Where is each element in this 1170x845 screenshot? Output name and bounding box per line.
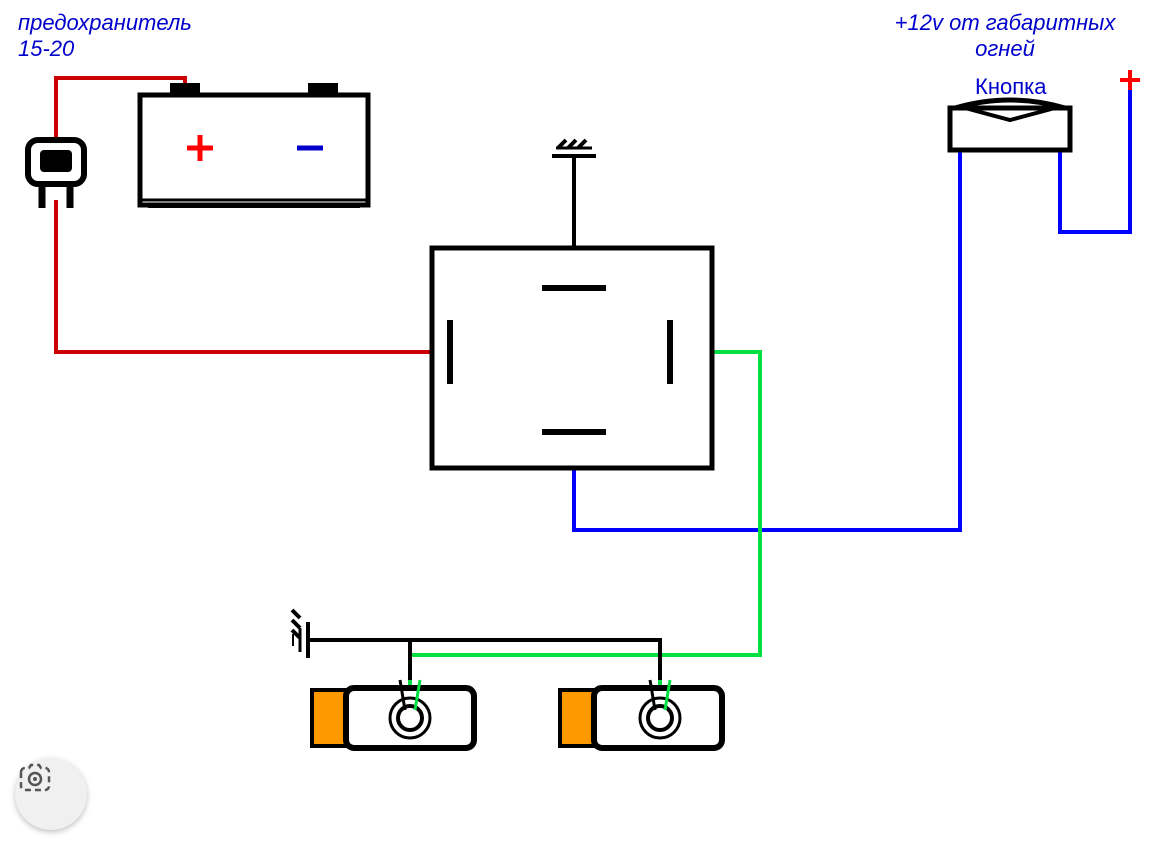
fuse-component xyxy=(28,140,84,208)
fog-light-right xyxy=(560,680,722,748)
lens-search-button[interactable] xyxy=(15,758,87,830)
ground-lights xyxy=(292,610,335,658)
fog-light-left xyxy=(312,680,474,748)
switch-component xyxy=(950,100,1070,150)
relay-component xyxy=(432,248,712,468)
battery xyxy=(140,83,368,207)
camera-icon xyxy=(15,758,55,798)
plus-indicator xyxy=(1120,70,1140,90)
ground-relay xyxy=(552,140,596,156)
wiring-diagram xyxy=(0,0,1170,845)
